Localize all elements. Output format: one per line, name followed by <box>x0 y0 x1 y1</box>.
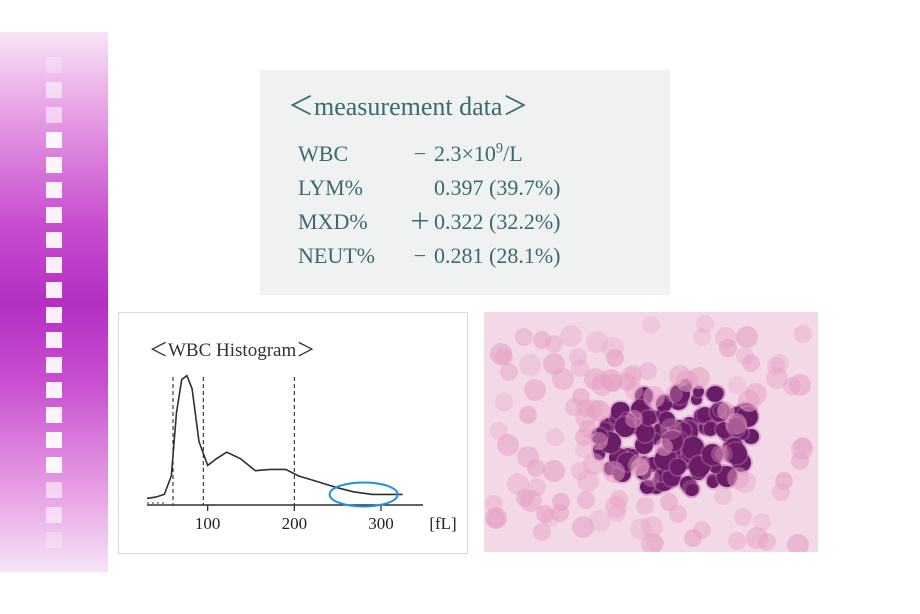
decor-square <box>46 282 62 298</box>
histogram-chart: 100 200 300 [fL] <box>119 313 467 553</box>
measurement-row: MXD% ＋ 0.322 (32.2%) <box>298 205 650 239</box>
decor-square <box>46 232 62 248</box>
svg-text:100: 100 <box>195 514 221 533</box>
decor-square <box>46 482 62 498</box>
decor-square <box>46 532 62 548</box>
measurement-rows: WBC − 2.3×109/L LYM% 0.397 (39.7%) MXD% … <box>298 137 650 273</box>
measurement-row: LYM% 0.397 (39.7%) <box>298 171 650 205</box>
decor-square <box>46 107 62 123</box>
row-sign: − <box>406 137 434 171</box>
measurement-row: NEUT% − 0.281 (28.1%) <box>298 239 650 273</box>
histogram-panel: ＜WBC Histogram＞ 100200300[fL] <box>118 312 468 554</box>
decor-square <box>46 257 62 273</box>
row-label: WBC <box>298 137 406 171</box>
decor-square <box>46 132 62 148</box>
decor-square <box>46 82 62 98</box>
decor-square <box>46 407 62 423</box>
decor-square <box>46 357 62 373</box>
svg-text:200: 200 <box>282 514 308 533</box>
decor-square <box>46 332 62 348</box>
decor-square <box>46 432 62 448</box>
decor-square <box>46 507 62 523</box>
decor-square <box>46 207 62 223</box>
decor-gradient-bar <box>0 32 108 572</box>
svg-text:300: 300 <box>368 514 394 533</box>
decor-square <box>46 307 62 323</box>
decor-square <box>46 182 62 198</box>
row-label: LYM% <box>298 171 406 205</box>
measurement-title: ＜measurement data＞ <box>288 86 650 123</box>
row-value: 0.397 (39.7%) <box>434 171 650 205</box>
row-label: MXD% <box>298 205 406 239</box>
row-value: 2.3×109/L <box>434 137 650 171</box>
row-value: 0.322 (32.2%) <box>434 205 650 239</box>
decor-square <box>46 157 62 173</box>
measurement-row: WBC − 2.3×109/L <box>298 137 650 171</box>
row-sign: − <box>406 239 434 273</box>
decor-square <box>46 382 62 398</box>
measurement-panel: ＜measurement data＞ WBC − 2.3×109/L LYM% … <box>260 70 670 295</box>
row-label: NEUT% <box>298 239 406 273</box>
row-sign: ＋ <box>406 205 434 239</box>
decor-square <box>46 457 62 473</box>
decor-square <box>46 57 62 73</box>
microscope-image <box>484 312 818 552</box>
svg-text:[fL]: [fL] <box>429 514 456 533</box>
row-value: 0.281 (28.1%) <box>434 239 650 273</box>
